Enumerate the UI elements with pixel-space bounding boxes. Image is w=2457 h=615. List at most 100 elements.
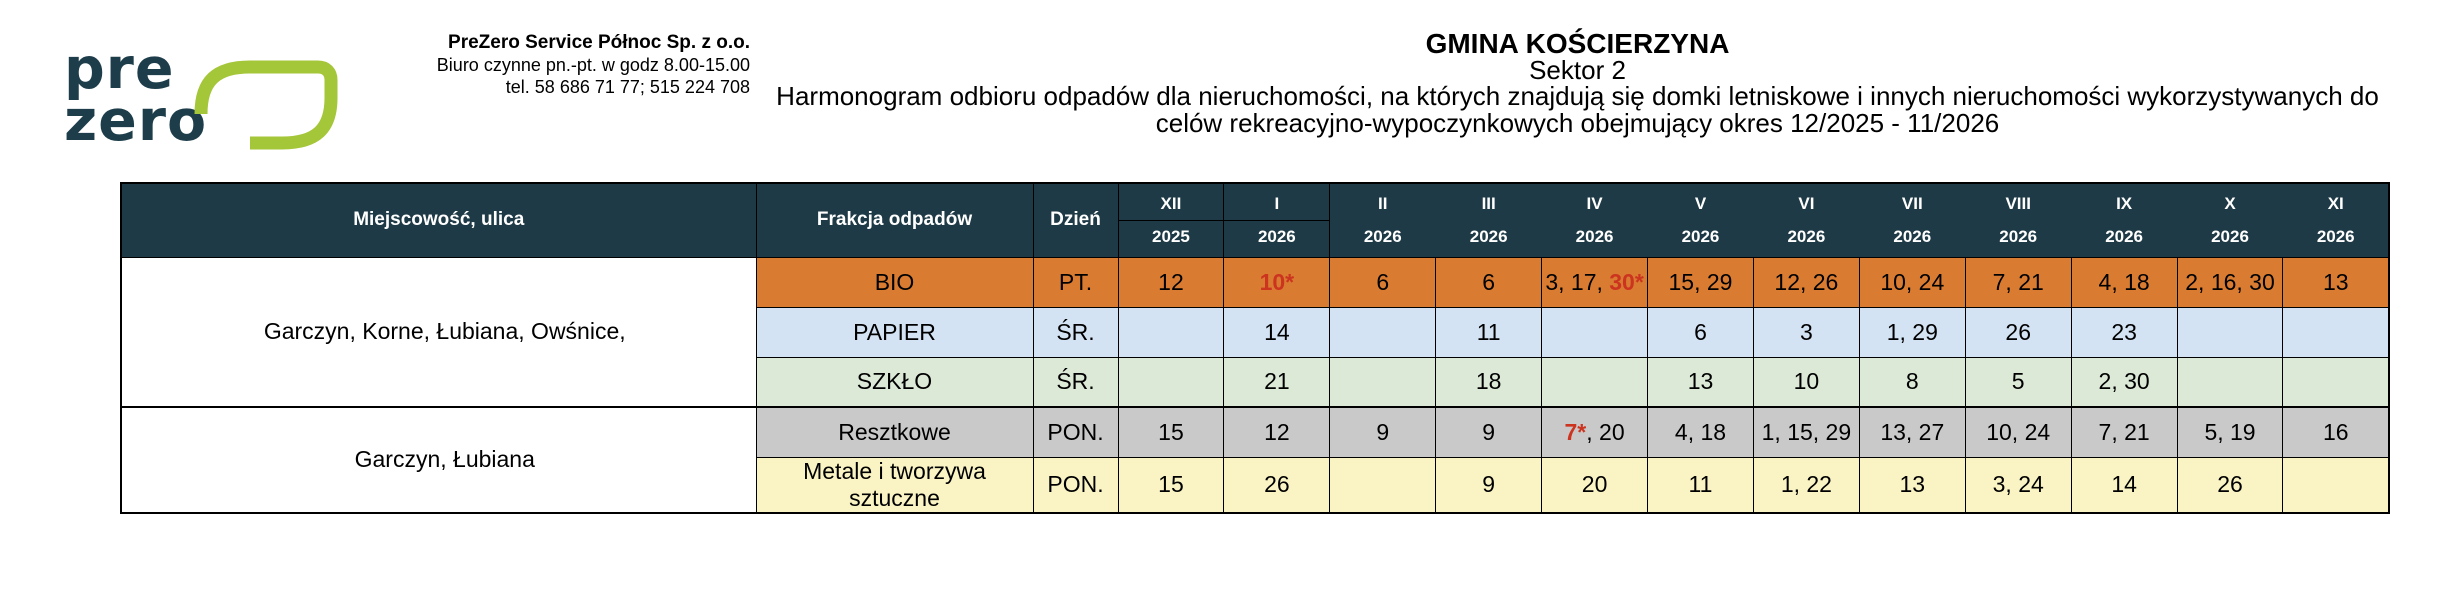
month-header: II 2026 xyxy=(1329,182,1437,258)
month-year: 2026 xyxy=(1575,227,1614,247)
date-text: 3, 17, xyxy=(1545,268,1610,295)
schedule-cell: 16 xyxy=(2282,406,2390,458)
schedule-cell: 12 xyxy=(1117,256,1225,308)
schedule-cell: 6 xyxy=(1647,306,1754,358)
table-row: SZKŁO ŚR. 21 18 13 10 8 5 2, 30 xyxy=(121,356,2390,408)
collection-day: PT. xyxy=(1032,256,1119,308)
schedule-cell xyxy=(1541,306,1649,358)
document-title-block: GMINA KOŚCIERZYNA Sektor 2 Harmonogram o… xyxy=(755,30,2400,137)
month-roman: V xyxy=(1694,194,1707,214)
schedule-cell: 1, 22 xyxy=(1752,456,1860,513)
schedule-cell: 7*, 20 xyxy=(1541,406,1649,458)
schedule-cell xyxy=(2176,306,2284,358)
schedule-cell: 15 xyxy=(1117,406,1225,458)
location-cell: Garczyn, Korne, Łubiana, Owśnice, xyxy=(120,256,757,408)
header-day: Dzień xyxy=(1032,182,1119,258)
schedule-cell: 18 xyxy=(1435,356,1543,408)
month-header: XII 2025 xyxy=(1117,182,1225,258)
schedule-cell: 13 xyxy=(2282,256,2390,308)
month-roman: I xyxy=(1224,184,1329,222)
company-info: PreZero Service Północ Sp. z o.o. Biuro … xyxy=(340,31,750,98)
schedule-cell: 7, 21 xyxy=(2070,406,2178,458)
month-roman: II xyxy=(1378,194,1388,214)
prezero-logo: pre zero xyxy=(64,38,344,156)
schedule-cell xyxy=(2282,456,2390,513)
schedule-cell: 4, 18 xyxy=(2070,256,2178,308)
fraction-label: BIO xyxy=(755,256,1034,308)
schedule-cell: 2, 30 xyxy=(2070,356,2178,408)
schedule-cell: 1, 15, 29 xyxy=(1752,406,1860,458)
schedule-cell: 9 xyxy=(1329,406,1437,458)
schedule-cell: 3, 24 xyxy=(1964,456,2072,513)
schedule-cell: 8 xyxy=(1858,356,1966,408)
schedule-cell: 1, 29 xyxy=(1858,306,1966,358)
schedule-cell: 7, 21 xyxy=(1964,256,2072,308)
collection-day: PON. xyxy=(1032,406,1119,458)
schedule-cell: 12, 26 xyxy=(1752,256,1860,308)
schedule-cell: 14 xyxy=(2070,456,2178,513)
schedule-cell xyxy=(1117,356,1225,408)
month-year: 2026 xyxy=(1257,227,1296,247)
logo-text-zero: zero xyxy=(64,88,208,154)
month-header: V 2026 xyxy=(1647,182,1754,258)
table-row: Metale i tworzywa sztuczne PON. 15 26 9 … xyxy=(121,456,2390,513)
header-fraction: Frakcja odpadów xyxy=(755,182,1034,258)
schedule-cell: 11 xyxy=(1647,456,1754,513)
schedule-cell: 4, 18 xyxy=(1647,406,1754,458)
schedule-cell xyxy=(1329,456,1437,513)
schedule-cell xyxy=(1329,356,1437,408)
schedule-cell: 9 xyxy=(1435,406,1543,458)
month-year: 2026 xyxy=(1893,227,1932,247)
month-year: 2026 xyxy=(1469,227,1508,247)
month-year: 2025 xyxy=(1152,227,1190,247)
schedule-cell: 9 xyxy=(1435,456,1543,513)
month-roman: IV xyxy=(1586,194,1603,214)
schedule-cell: 5 xyxy=(1964,356,2072,408)
schedule-cell: 10 xyxy=(1752,356,1860,408)
company-name: PreZero Service Północ Sp. z o.o. xyxy=(448,32,750,53)
table-row: PAPIER ŚR. 14 11 6 3 1, 29 26 23 xyxy=(121,306,2390,358)
schedule-cell: 13 xyxy=(1647,356,1754,408)
highlighted-date: 10* xyxy=(1259,268,1295,295)
schedule-cell: 5, 19 xyxy=(2176,406,2284,458)
month-header: VI 2026 xyxy=(1752,182,1860,258)
schedule-cell: 13, 27 xyxy=(1858,406,1966,458)
schedule-cell: 26 xyxy=(1223,456,1331,513)
month-year: 2026 xyxy=(1787,227,1826,247)
month-header: XI 2026 xyxy=(2282,182,2390,258)
fraction-label: PAPIER xyxy=(755,306,1034,358)
month-roman: III xyxy=(1481,194,1496,214)
month-year: 2026 xyxy=(2105,227,2144,247)
schedule-cell xyxy=(1541,356,1649,408)
schedule-cell: 10, 24 xyxy=(1964,406,2072,458)
schedule-cell: 15, 29 xyxy=(1647,256,1754,308)
schedule-cell: 14 xyxy=(1223,306,1331,358)
municipality-title: GMINA KOŚCIERZYNA xyxy=(1425,28,1730,59)
schedule-cell: 11 xyxy=(1435,306,1543,358)
schedule-cell: 20 xyxy=(1541,456,1649,513)
month-header: X 2026 xyxy=(2176,182,2284,258)
month-roman: IX xyxy=(2116,194,2133,214)
schedule-cell: 3 xyxy=(1752,306,1860,358)
schedule-cell: 15 xyxy=(1117,456,1225,513)
schedule-cell: 3, 17, 30* xyxy=(1541,256,1649,308)
month-header: III 2026 xyxy=(1435,182,1543,258)
month-year: 2026 xyxy=(1999,227,2038,247)
schedule-cell: 23 xyxy=(2070,306,2178,358)
schedule-cell: 10, 24 xyxy=(1858,256,1966,308)
schedule-cell xyxy=(1329,306,1437,358)
schedule-cell xyxy=(2282,356,2390,408)
month-header: I 2026 xyxy=(1223,182,1331,258)
table-header-row: Miejscowość, ulica Frakcja odpadów Dzień… xyxy=(120,182,2390,258)
collection-day: ŚR. xyxy=(1032,356,1119,408)
month-roman: XI xyxy=(2327,194,2344,214)
month-roman: VIII xyxy=(2005,194,2031,214)
month-header: VIII 2026 xyxy=(1964,182,2072,258)
schedule-cell: 12 xyxy=(1223,406,1331,458)
schedule-cell: 6 xyxy=(1435,256,1543,308)
collection-day: PON. xyxy=(1032,456,1119,513)
collection-day: ŚR. xyxy=(1032,306,1119,358)
month-year: 2026 xyxy=(2316,227,2355,247)
highlighted-date: 30* xyxy=(1609,268,1644,295)
month-year: 2026 xyxy=(1363,227,1402,247)
